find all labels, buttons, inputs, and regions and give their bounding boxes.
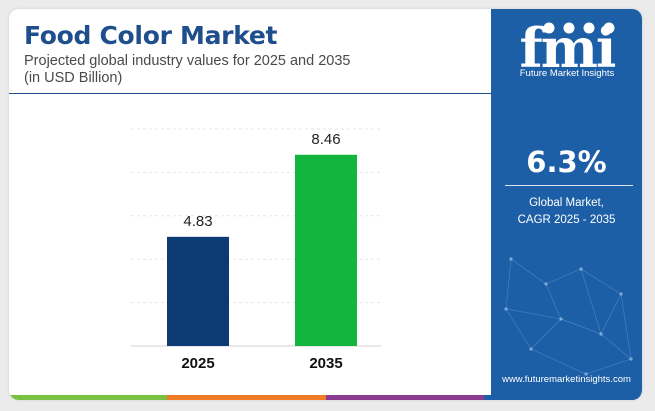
- bar-2035: [295, 154, 357, 346]
- logo-dot-1: [543, 22, 555, 34]
- cagr-label-line-2: CAGR 2025 - 2035: [517, 214, 616, 226]
- bottom-color-strip: [9, 395, 642, 400]
- subtitle-line-1: Projected global industry values for 202…: [24, 53, 351, 69]
- logo-dot-3: [583, 22, 595, 34]
- side-panel: fmi Future Market Insights 6.3% Global M…: [491, 9, 642, 400]
- network-graphic: [504, 257, 633, 376]
- x-tick-2035: 2035: [309, 355, 342, 372]
- brand-name: Future Market Insights: [519, 68, 615, 79]
- x-tick-2025: 2025: [181, 355, 214, 372]
- fmi-logo: fmi: [520, 19, 618, 80]
- logo-dot-2: [563, 22, 575, 34]
- website-link[interactable]: www.futuremarketinsights.com: [502, 374, 631, 385]
- page-subtitle: Projected global industry values for 202…: [24, 53, 350, 87]
- cagr-label-line-1: Global Market,: [529, 197, 604, 209]
- strip-segment: [9, 395, 168, 400]
- cagr-divider: [505, 185, 633, 186]
- data-label-2025: 4.83: [183, 213, 212, 230]
- bar-chart: 4.83 2025 8.46 2035: [131, 128, 381, 372]
- data-label-2035: 8.46: [311, 131, 340, 148]
- page-title: Food Color Market: [24, 21, 278, 50]
- strip-segment: [483, 395, 642, 400]
- infographic-card: Food Color Market Projected global indus…: [9, 9, 642, 400]
- logo-dot-4: [603, 22, 615, 34]
- cagr-value: 6.3%: [526, 145, 607, 179]
- header-divider: [9, 93, 493, 94]
- strip-segment: [167, 395, 326, 400]
- bar-2025: [167, 236, 229, 346]
- cagr-label: Global Market, CAGR 2025 - 2035: [491, 195, 642, 229]
- subtitle-line-2: (in USD Billion): [24, 70, 123, 86]
- strip-segment: [325, 395, 484, 400]
